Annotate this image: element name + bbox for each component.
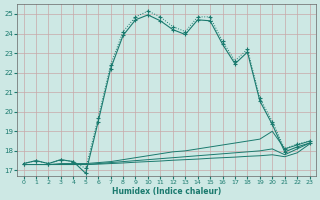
X-axis label: Humidex (Indice chaleur): Humidex (Indice chaleur) [112,187,221,196]
